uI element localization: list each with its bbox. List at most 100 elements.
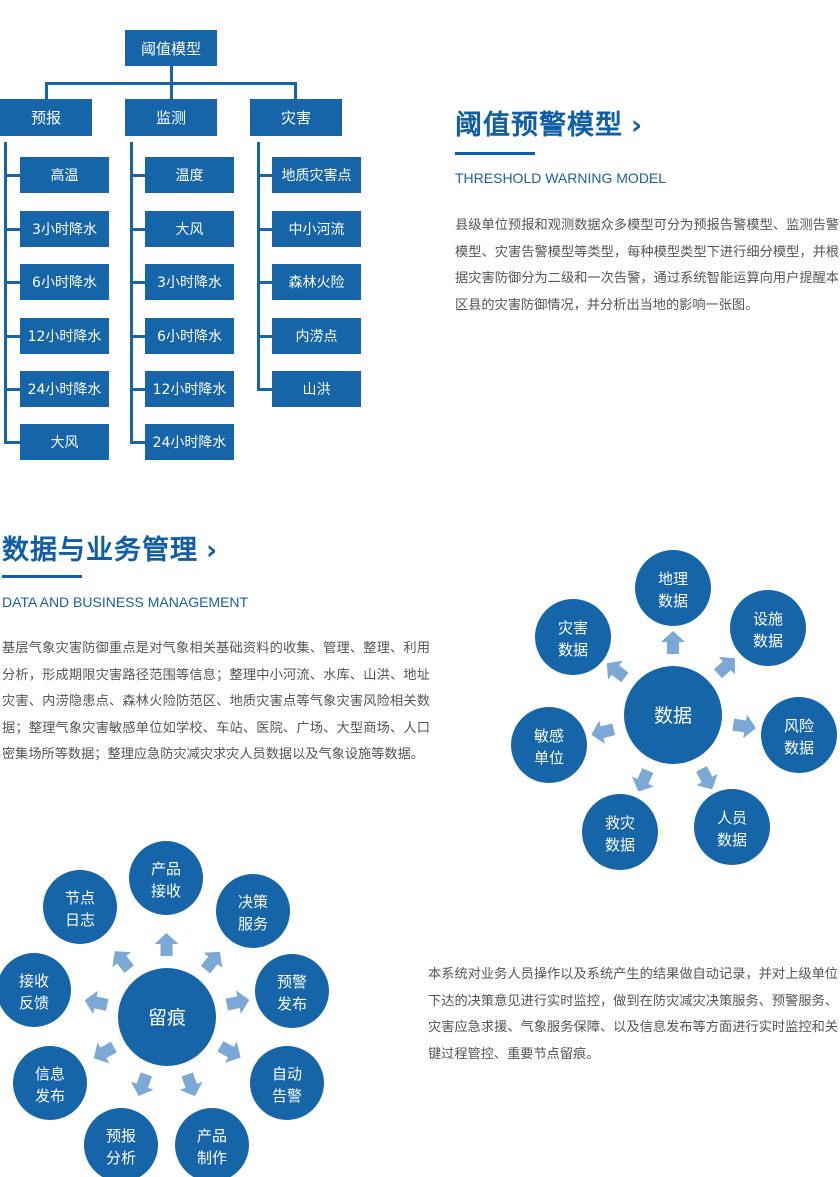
outer-node-circle bbox=[175, 1108, 249, 1177]
connector bbox=[170, 82, 173, 99]
tree-leaf: 3小时降水 bbox=[145, 264, 234, 300]
tree-leaf: 森林火险 bbox=[272, 264, 361, 300]
outer-node-label: 发布 bbox=[277, 995, 307, 1013]
arrow-icon bbox=[591, 720, 616, 744]
outer-node: 信息发布 bbox=[13, 1046, 87, 1120]
connector bbox=[294, 82, 297, 99]
connector bbox=[4, 335, 20, 338]
tree-leaf: 6小时降水 bbox=[20, 264, 109, 300]
center-node-label: 数据 bbox=[654, 705, 692, 727]
outer-node-circle bbox=[761, 697, 837, 773]
section-subtitle-threshold: THRESHOLD WARNING MODEL bbox=[455, 170, 667, 186]
outer-node-circle bbox=[582, 794, 658, 870]
tree-leaf: 内涝点 bbox=[272, 318, 361, 354]
tree-leaf: 6小时降水 bbox=[145, 318, 234, 354]
title-text: 数据与业务管理 bbox=[2, 535, 198, 566]
connector bbox=[257, 335, 272, 338]
outer-node-label: 数据 bbox=[558, 641, 588, 659]
outer-node-label: 预报 bbox=[106, 1127, 136, 1145]
arrow-icon bbox=[696, 766, 718, 790]
arrow-icon bbox=[179, 1072, 203, 1097]
tree-leaf: 高温 bbox=[20, 157, 109, 193]
outer-node-label: 日志 bbox=[65, 911, 95, 929]
outer-node-label: 灾害 bbox=[558, 619, 588, 637]
outer-node-circle bbox=[511, 707, 587, 783]
outer-node-circle bbox=[84, 1108, 158, 1177]
outer-node-circle bbox=[216, 874, 290, 948]
connector bbox=[257, 174, 272, 177]
tree-leaf: 大风 bbox=[145, 211, 234, 247]
outer-node-circle bbox=[635, 550, 711, 626]
connector bbox=[4, 388, 20, 391]
connector bbox=[257, 228, 272, 231]
outer-node-label: 接收 bbox=[151, 882, 181, 900]
title-underline bbox=[455, 152, 535, 155]
tree-branch: 预报 bbox=[0, 99, 92, 136]
tree-leaf: 24小时降水 bbox=[20, 371, 109, 407]
center-node-label: 留痕 bbox=[148, 1007, 186, 1029]
arrow-icon bbox=[631, 768, 654, 792]
tree-leaf: 12小时降水 bbox=[20, 318, 109, 354]
arrow-icon bbox=[200, 951, 223, 974]
connector bbox=[130, 228, 145, 231]
outer-node: 决策服务 bbox=[216, 874, 290, 948]
arrow-icon bbox=[131, 1072, 154, 1097]
connector bbox=[257, 281, 272, 284]
outer-node-label: 人员 bbox=[717, 809, 747, 827]
outer-node-label: 救灾 bbox=[605, 814, 635, 832]
tree-leaf: 大风 bbox=[20, 424, 109, 460]
outer-node-label: 制作 bbox=[197, 1149, 227, 1167]
connector bbox=[257, 388, 272, 391]
chevron-right-icon: › bbox=[631, 110, 644, 141]
outer-node-circle bbox=[535, 599, 611, 675]
connector bbox=[45, 82, 48, 99]
center-node bbox=[624, 666, 722, 764]
section-title-threshold: 阈值预警模型 › bbox=[455, 103, 643, 142]
title-underline bbox=[2, 575, 82, 578]
connector bbox=[170, 66, 173, 83]
outer-node-circle bbox=[255, 954, 329, 1028]
outer-node-label: 产品 bbox=[197, 1127, 227, 1145]
arrow-icon bbox=[217, 1041, 241, 1063]
outer-node-label: 节点 bbox=[65, 889, 95, 907]
outer-node-circle bbox=[129, 841, 203, 915]
connector bbox=[130, 174, 145, 177]
tree-leaf: 3小时降水 bbox=[20, 211, 109, 247]
outer-node: 人员数据 bbox=[694, 789, 770, 865]
tree-branch: 监测 bbox=[125, 99, 217, 136]
outer-node-label: 敏感 bbox=[534, 727, 564, 745]
tree-leaf: 山洪 bbox=[272, 371, 361, 407]
outer-node-label: 风险 bbox=[784, 717, 814, 735]
outer-node-label: 反馈 bbox=[19, 994, 49, 1012]
title-text: 阈值预警模型 bbox=[455, 110, 623, 141]
outer-node-circle bbox=[13, 1046, 87, 1120]
section-subtitle-data: DATA AND BUSINESS MANAGEMENT bbox=[2, 594, 249, 610]
outer-node-label: 接收 bbox=[19, 972, 49, 990]
outer-node-label: 决策 bbox=[238, 893, 268, 911]
trace-description: 本系统对业务人员操作以及系统产生的结果做自动记录，并对上级单位下达的决策意见进行… bbox=[428, 967, 838, 1062]
arrow-icon bbox=[225, 990, 250, 1014]
arrow-icon bbox=[93, 1041, 117, 1064]
connector bbox=[4, 281, 20, 284]
connector bbox=[130, 335, 145, 338]
outer-node-circle bbox=[730, 590, 806, 666]
outer-node-label: 数据 bbox=[753, 632, 783, 650]
outer-node-circle bbox=[250, 1046, 324, 1120]
data-description: 基层气象灾害防御重点是对气象相关基础资料的收集、管理、整理、利用分析，形成期限灾… bbox=[2, 641, 430, 762]
outer-node-label: 数据 bbox=[605, 836, 635, 854]
arrow-icon bbox=[661, 631, 685, 654]
connector bbox=[130, 441, 145, 444]
outer-node-label: 告警 bbox=[272, 1087, 302, 1105]
arrow-icon bbox=[84, 990, 109, 1015]
arrow-icon bbox=[606, 660, 629, 683]
